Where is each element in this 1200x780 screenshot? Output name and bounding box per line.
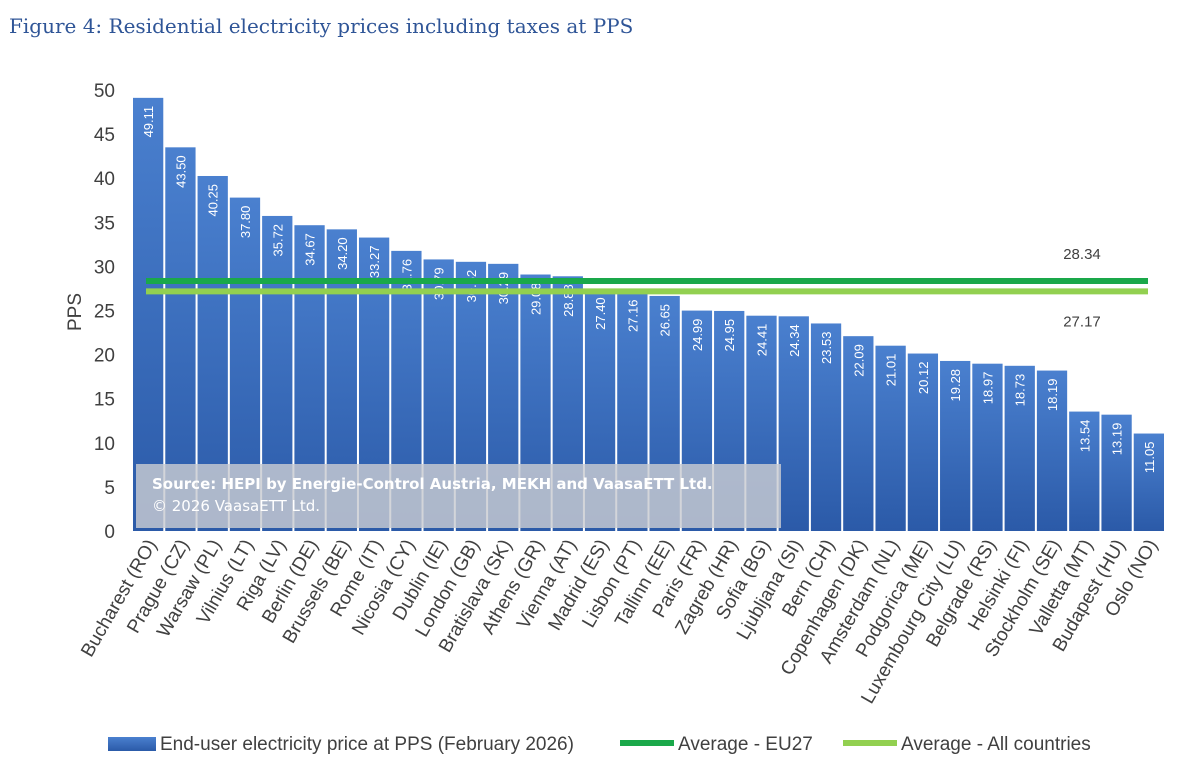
- legend-swatch-bars: [108, 737, 156, 751]
- bars: 49.11 43.50 40.25 37.80 35.72 34.67 34.20 33.27…: [133, 97, 1164, 532]
- bar-value-label: 26.65: [658, 304, 673, 337]
- bar-value-label: 19.28: [948, 369, 963, 402]
- bar-value-label: 29.08: [529, 283, 544, 316]
- bar: [875, 345, 906, 531]
- bar: [843, 336, 874, 531]
- bar: [907, 353, 939, 531]
- y-tick-label: 30: [94, 257, 115, 278]
- bar-value-label: 18.73: [1013, 374, 1028, 407]
- bar: [1101, 414, 1132, 531]
- bar-value-label: 43.50: [173, 155, 188, 188]
- bar: [1133, 433, 1164, 531]
- average-lines: 28.34 27.17: [146, 246, 1148, 330]
- y-tick-label: 25: [94, 302, 115, 323]
- y-tick-label: 5: [104, 478, 115, 499]
- bar: [940, 360, 971, 531]
- bar-value-label: 22.09: [851, 344, 866, 377]
- y-tick-label: 10: [94, 434, 115, 455]
- bar-value-label: 30.29: [496, 272, 511, 305]
- bar-value-label: 31.76: [399, 259, 414, 292]
- bar-value-label: 27.16: [625, 299, 640, 332]
- bar: [133, 97, 164, 532]
- bar-value-label: 21.01: [884, 354, 899, 387]
- y-tick-label: 45: [94, 125, 115, 146]
- copyright-line: © 2026 VaasaETT Ltd.: [152, 497, 320, 515]
- bar-value-label: 18.97: [980, 372, 995, 405]
- bar-value-label: 49.11: [141, 106, 156, 138]
- y-tick-label: 15: [94, 390, 115, 411]
- bar: [810, 323, 842, 531]
- y-axis-label: PPS: [65, 293, 86, 331]
- source-line: Source: HEPI by Energie-Control Austria,…: [152, 475, 713, 493]
- source-box: Source: HEPI by Energie-Control Austria,…: [136, 464, 781, 528]
- legend-label-all: Average - All countries: [901, 734, 1091, 755]
- chart-title: Figure 4: Residential electricity prices…: [9, 14, 634, 38]
- y-tick-label: 35: [94, 213, 115, 234]
- legend-label-bars: End-user electricity price at PPS (Febru…: [160, 734, 574, 755]
- bar-value-label: 13.54: [1077, 420, 1092, 453]
- bar-value-label: 34.67: [303, 233, 318, 266]
- bar-value-label: 11.05: [1142, 442, 1157, 474]
- y-tick-label: 20: [94, 346, 115, 367]
- bar-value-label: 27.40: [593, 297, 608, 330]
- bar-value-label: 18.19: [1045, 379, 1060, 412]
- y-tick-label: 0: [104, 522, 115, 543]
- legend-label-eu27: Average - EU27: [678, 734, 813, 755]
- bar-value-label: 40.25: [206, 184, 221, 217]
- y-tick-label: 50: [94, 81, 115, 102]
- legend: End-user electricity price at PPS (Febru…: [108, 734, 1091, 755]
- bar-value-label: 37.80: [238, 206, 253, 239]
- average-eu27-line-label: 28.34: [1063, 246, 1101, 263]
- bar: [1004, 365, 1035, 531]
- bar-value-label: 24.99: [690, 319, 705, 352]
- y-tick-label: 40: [94, 169, 115, 190]
- x-axis-labels: Bucharest (RO)Prague (CZ)Warsaw (PL)Viln…: [77, 536, 1162, 707]
- bar-value-label: 20.12: [916, 362, 931, 395]
- bar: [972, 363, 1003, 531]
- bar: [1036, 370, 1068, 531]
- bar-value-label: 35.72: [270, 224, 285, 257]
- bar-value-label: 33.27: [367, 246, 382, 279]
- bar-value-label: 34.20: [335, 237, 350, 270]
- bar-value-label: 23.53: [819, 331, 834, 364]
- y-axis: 0 5 10 15 20 25 30 35 40 45 50: [94, 81, 115, 543]
- bar-value-label: 30.52: [464, 270, 479, 303]
- bar-value-label: 13.19: [1110, 423, 1125, 456]
- bar-value-label: 24.34: [787, 324, 802, 357]
- bar-value-label: 24.95: [722, 319, 737, 352]
- average-all-line-label: 27.17: [1063, 313, 1101, 330]
- bar: [1069, 411, 1100, 531]
- bar-value-label: 24.41: [754, 324, 769, 357]
- bar: [778, 316, 809, 531]
